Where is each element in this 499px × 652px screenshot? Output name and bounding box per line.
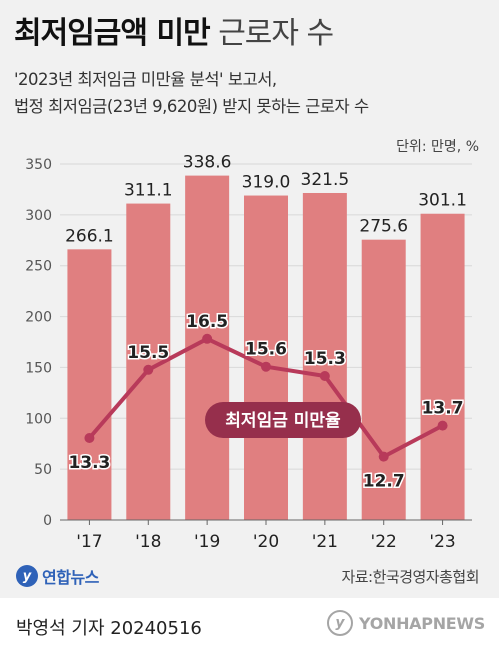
bar-value-label: 319.0 xyxy=(242,173,291,193)
y-tick-label: 350 xyxy=(25,157,52,173)
rate-value-label: 15.3 xyxy=(304,349,346,369)
source-label: 자료:한국경영자총협회 xyxy=(341,568,479,586)
x-tick-label: '18 xyxy=(135,532,161,552)
title-bold: 최저임금액 미만 xyxy=(14,16,211,51)
y-tick-label: 0 xyxy=(43,513,52,529)
bar-value-label: 301.1 xyxy=(418,191,467,211)
rate-point xyxy=(319,371,330,381)
watermark: y YONHAPNEWS xyxy=(326,610,485,636)
rate-value-label: 12.7 xyxy=(363,472,405,492)
rate-point xyxy=(202,333,213,344)
rate-point xyxy=(84,433,95,443)
x-tick-label: '19 xyxy=(194,532,220,552)
bar xyxy=(420,213,465,520)
yonhap-watermark-icon: y xyxy=(326,610,353,636)
reporter-credit: 박영석 기자 20240516 xyxy=(16,618,202,639)
chart-title: 최저임금액 미만 근로자 수 xyxy=(14,8,334,52)
x-tick-label: '23 xyxy=(429,532,455,552)
bar-value-label: 311.1 xyxy=(124,181,173,201)
rate-value-label: 15.5 xyxy=(127,343,169,363)
rate-point xyxy=(378,451,389,462)
x-tick-label: '17 xyxy=(76,532,102,552)
subtitle-line-2: 법정 최저임금(23년 9,620원) 받지 못하는 근로자 수 xyxy=(14,97,369,116)
unit-label: 단위: 만명, % xyxy=(396,139,479,155)
rate-value-label: 15.6 xyxy=(245,340,287,360)
rate-point xyxy=(261,361,271,372)
y-tick-label: 250 xyxy=(25,259,52,275)
footer-bar: 박영석 기자 20240516 y YONHAPNEWS xyxy=(0,598,499,652)
series-label-pill xyxy=(205,402,361,438)
combo-chart: 0 50 100 150 200 250 300 350 266.1 311.1 338.6 319.… xyxy=(25,153,472,552)
logo-text: 연합뉴스 xyxy=(42,568,99,587)
y-tick-label: 50 xyxy=(34,462,52,478)
yonhap-logo-icon: y xyxy=(16,565,38,587)
rate-value-label: 13.3 xyxy=(68,453,110,473)
rate-value-label: 13.7 xyxy=(422,399,464,419)
rate-point xyxy=(143,364,154,375)
series-label-text: 최저임금 미만율 xyxy=(225,410,341,431)
x-tick-label: '22 xyxy=(371,532,397,552)
bar-value-label: 266.1 xyxy=(65,226,114,246)
yonhap-logo: y 연합뉴스 xyxy=(16,564,99,588)
rate-value-label: 16.5 xyxy=(186,312,228,332)
bar-value-label: 338.6 xyxy=(183,153,232,173)
bar-value-label: 275.6 xyxy=(359,217,408,237)
y-tick-label: 150 xyxy=(25,360,52,376)
rate-point xyxy=(437,420,448,431)
x-tick-label: '21 xyxy=(312,532,338,552)
y-tick-label: 300 xyxy=(25,208,52,224)
subtitle-line-1: '2023년 최저임금 미만율 분석' 보고서, xyxy=(14,70,277,89)
bar xyxy=(361,239,406,521)
bar-value-label: 321.5 xyxy=(301,170,350,190)
bar xyxy=(302,192,347,520)
x-tick-label: '20 xyxy=(253,532,279,552)
y-tick-label: 200 xyxy=(25,310,52,326)
bar xyxy=(67,249,112,520)
y-tick-label: 100 xyxy=(25,411,52,427)
title-light: 근로자 수 xyxy=(218,16,334,51)
watermark-text: YONHAPNEWS xyxy=(358,613,485,633)
